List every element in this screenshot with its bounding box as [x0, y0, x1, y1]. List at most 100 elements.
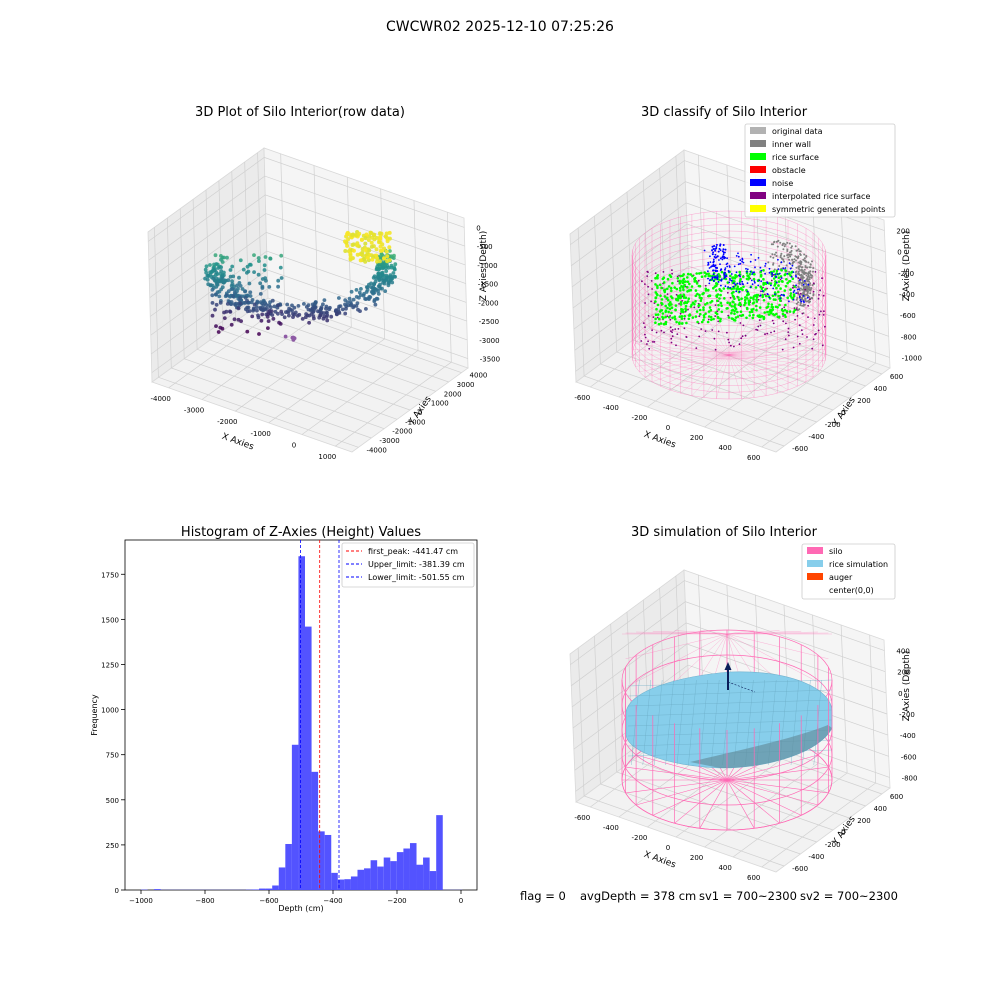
raw-point — [229, 322, 234, 327]
hist-bar — [350, 876, 358, 890]
hist-bar — [416, 864, 424, 890]
rice-surface-point — [776, 315, 780, 319]
raw-point — [386, 275, 390, 280]
raw-point — [217, 289, 222, 294]
raw-point — [322, 298, 327, 302]
inner-wall-point — [799, 254, 802, 256]
interpolated-point — [671, 331, 673, 334]
grid-x — [201, 165, 319, 400]
raw-point — [258, 300, 263, 305]
rice-surface-point — [675, 320, 678, 324]
inner-wall-point — [812, 293, 815, 296]
silo-base-spoke — [726, 779, 755, 829]
rice-surface-point — [777, 280, 781, 283]
hist-bar — [409, 843, 417, 890]
inner-wall-point — [800, 261, 803, 263]
interpolated-point — [670, 337, 673, 340]
rice-surface-point — [791, 277, 795, 281]
rice-surface-point — [654, 317, 657, 321]
raw-point — [208, 263, 212, 267]
raw-point — [348, 257, 353, 262]
hist-bar — [291, 744, 299, 890]
rice-surface-point — [746, 307, 749, 311]
raw-point — [380, 286, 384, 291]
rice-surface-point — [667, 285, 671, 288]
rice-surface-point — [717, 303, 720, 307]
noise-point — [716, 255, 719, 258]
raw-point — [375, 256, 380, 261]
raw-point — [349, 289, 354, 294]
interpolated-point — [677, 328, 680, 330]
tick-y: 600 — [890, 793, 903, 801]
rice-surface-point — [669, 286, 673, 290]
raw-point — [364, 232, 369, 237]
inner-wall-point — [805, 260, 808, 263]
inner-wall-point — [803, 268, 806, 271]
interpolated-point — [812, 282, 815, 285]
tick-z: -3000 — [479, 337, 499, 345]
silo-base-spoke — [660, 323, 730, 356]
hist-xtick-label: −400 — [323, 897, 342, 905]
inner-wall-point — [791, 245, 793, 248]
rice-mesh-line — [627, 689, 833, 697]
raw-point — [361, 293, 366, 298]
silo-base-spoke — [726, 779, 829, 794]
noise-point — [792, 271, 795, 273]
rice-surface-point — [656, 286, 659, 290]
silo-base-spoke — [635, 354, 730, 367]
raw-point — [358, 293, 363, 297]
raw-point — [213, 253, 218, 258]
raw-point — [257, 259, 261, 263]
tick-y: 400 — [874, 385, 887, 393]
silo-base-spoke — [726, 766, 829, 781]
rice-surface-point — [691, 316, 695, 319]
inner-wall-point — [798, 265, 801, 268]
rice-surface-point — [784, 303, 787, 307]
hist-ytick-label: 250 — [106, 842, 119, 850]
rice-surface-point — [699, 299, 703, 303]
noise-point — [720, 278, 723, 281]
rice-surface-point — [754, 286, 758, 289]
raw-point — [292, 305, 297, 310]
rice-surface-point — [694, 300, 697, 303]
rice-surface-point — [688, 313, 692, 316]
interpolated-point — [796, 315, 799, 317]
inner-wall-point — [805, 274, 808, 277]
interpolated-point — [738, 343, 741, 346]
tick-y: -3000 — [379, 437, 399, 445]
raw-point — [325, 318, 330, 323]
noise-point — [709, 255, 711, 258]
noise-point — [733, 265, 736, 268]
inner-wall-point — [780, 252, 783, 255]
inner-wall-point — [811, 260, 813, 263]
legend-swatch — [750, 205, 766, 212]
inner-wall-point — [808, 280, 810, 283]
tick-x: -200 — [631, 414, 647, 422]
rice-surface-point — [745, 316, 748, 320]
hist-ytick-label: 750 — [106, 752, 119, 760]
inner-wall-point — [808, 276, 811, 279]
rice-surface-point — [719, 301, 723, 305]
interpolated-point — [812, 290, 815, 293]
inner-wall-point — [797, 248, 800, 251]
raw-point — [238, 284, 243, 288]
rice-surface-point — [775, 286, 778, 290]
rice-surface-point — [793, 308, 797, 312]
raw-point — [267, 285, 272, 289]
legend-label: Upper_limit: -381.39 cm — [368, 560, 465, 569]
silo-base-spoke — [728, 323, 798, 356]
rice-surface-point — [750, 310, 754, 314]
interpolated-point — [785, 322, 787, 325]
raw-point — [252, 270, 256, 274]
raw-point — [229, 300, 234, 304]
rice-surface-point — [723, 297, 726, 300]
rice-surface-point — [775, 269, 779, 273]
interpolated-point — [817, 297, 820, 300]
rice-surface-point — [707, 315, 711, 318]
rice-surface-point — [716, 299, 719, 303]
interpolated-point — [648, 347, 651, 350]
raw-point — [225, 255, 229, 260]
raw-point — [264, 303, 269, 307]
raw-point — [382, 281, 387, 286]
hist-bar — [436, 815, 443, 890]
